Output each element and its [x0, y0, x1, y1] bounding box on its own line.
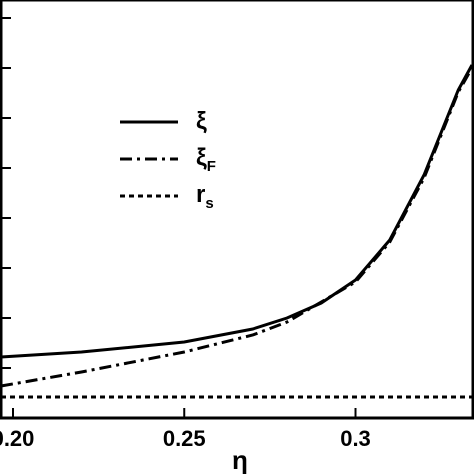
x-tick-label: 0.25	[163, 426, 206, 451]
x-tick-label: 0.20	[0, 426, 34, 451]
line-series	[0, 67, 474, 388]
legend-label: ξF	[196, 144, 216, 175]
x-tick-label: 0.3	[340, 426, 371, 451]
x-axis-label: η	[232, 445, 248, 474]
line-series	[0, 64, 474, 359]
plot-frame	[0, 0, 474, 420]
legend-label: ξ	[196, 107, 207, 134]
legend-label: rs	[196, 181, 214, 212]
